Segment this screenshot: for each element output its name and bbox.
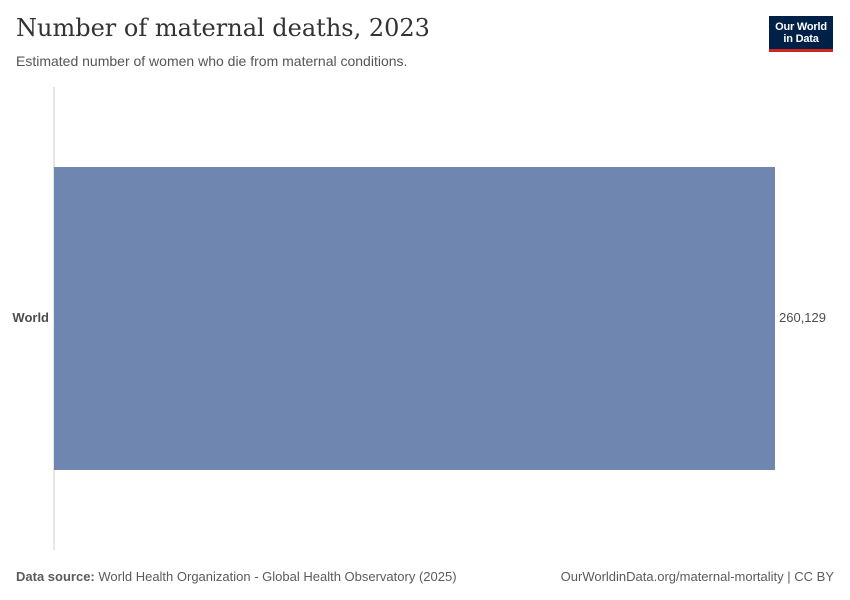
owid-logo[interactable]: Our World in Data (769, 16, 833, 52)
logo-line-1: Our World (775, 20, 827, 33)
chart-subtitle: Estimated number of women who die from m… (16, 53, 408, 69)
logo-text: Our World in Data (775, 21, 827, 45)
bars-group: World 260,129 (12, 167, 826, 470)
category-label-world: World (12, 310, 49, 325)
source-url-license[interactable]: OurWorldinData.org/maternal-mortality | … (560, 569, 834, 584)
logo-line-2: in Data (783, 32, 819, 45)
data-source-text: World Health Organization - Global Healt… (98, 569, 457, 584)
data-source-label: Data source: (16, 569, 95, 584)
value-label-world: 260,129 (779, 310, 826, 325)
chart-title: Number of maternal deaths, 2023 (16, 14, 430, 42)
bar-world[interactable] (54, 167, 775, 470)
data-source: Data source: World Health Organization -… (16, 569, 457, 584)
